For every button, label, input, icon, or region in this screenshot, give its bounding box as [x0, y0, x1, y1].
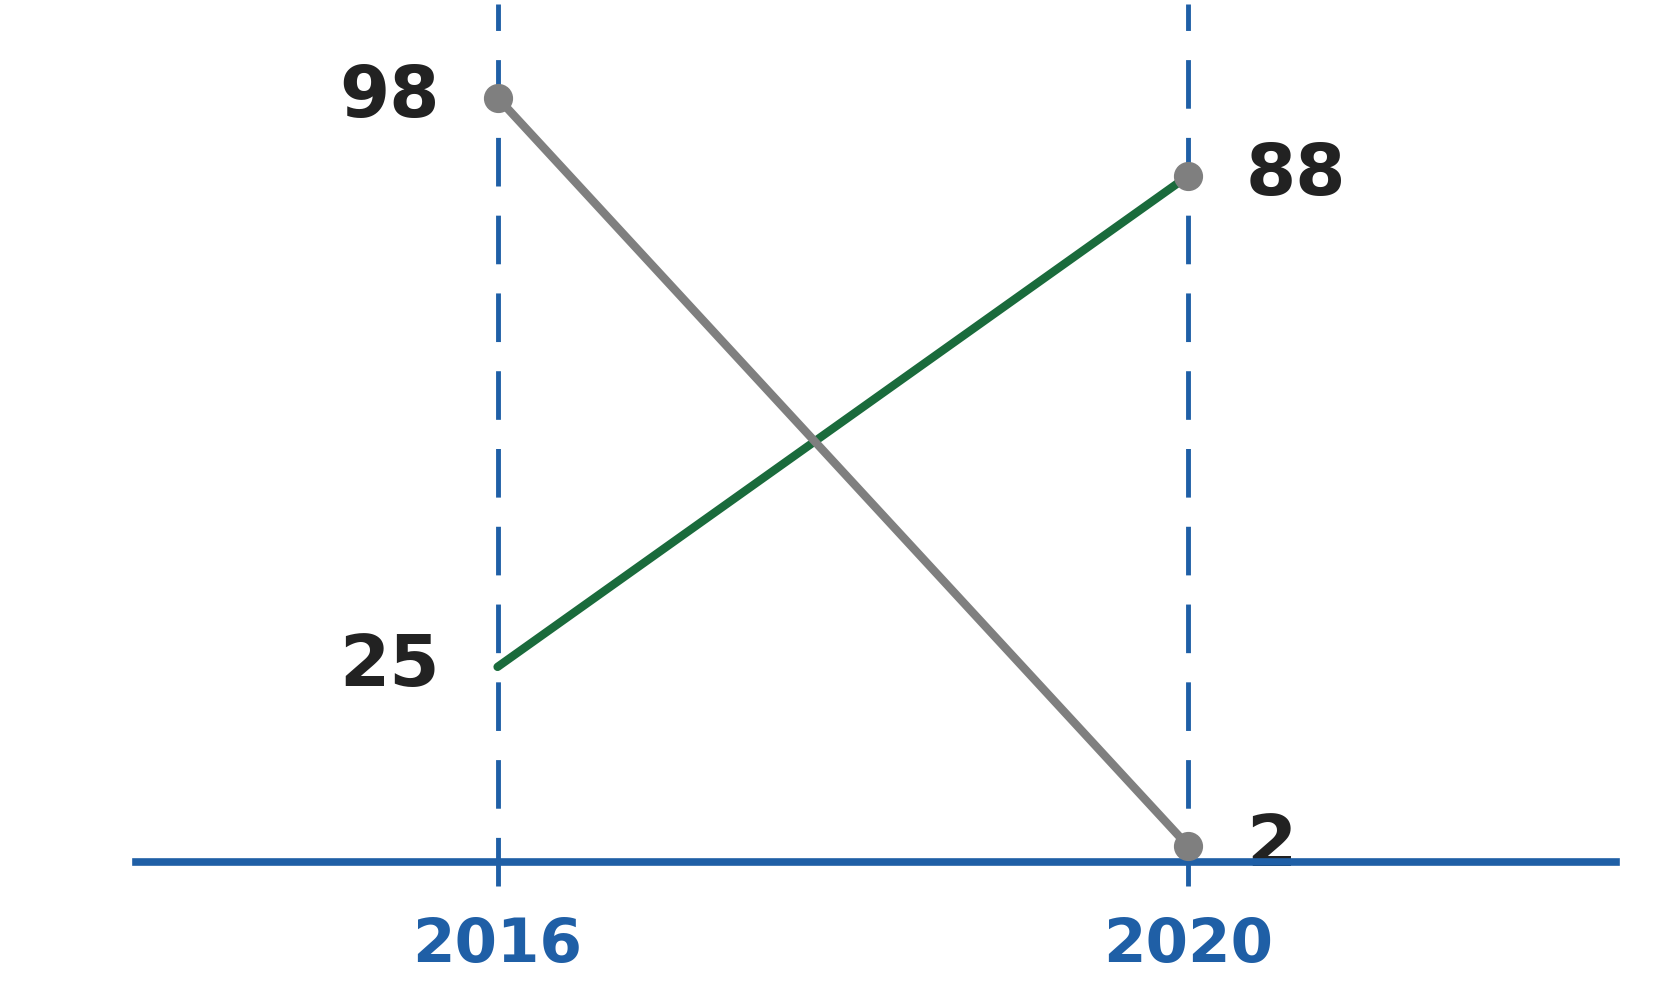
Text: 2016: 2016: [413, 917, 582, 975]
Text: 88: 88: [1246, 141, 1347, 211]
Text: 98: 98: [339, 64, 440, 132]
Point: [1175, 838, 1202, 854]
Text: 2020: 2020: [1103, 917, 1273, 975]
Point: [484, 89, 511, 105]
Point: [1175, 168, 1202, 184]
Text: 2: 2: [1246, 811, 1296, 881]
Text: 25: 25: [339, 633, 440, 701]
